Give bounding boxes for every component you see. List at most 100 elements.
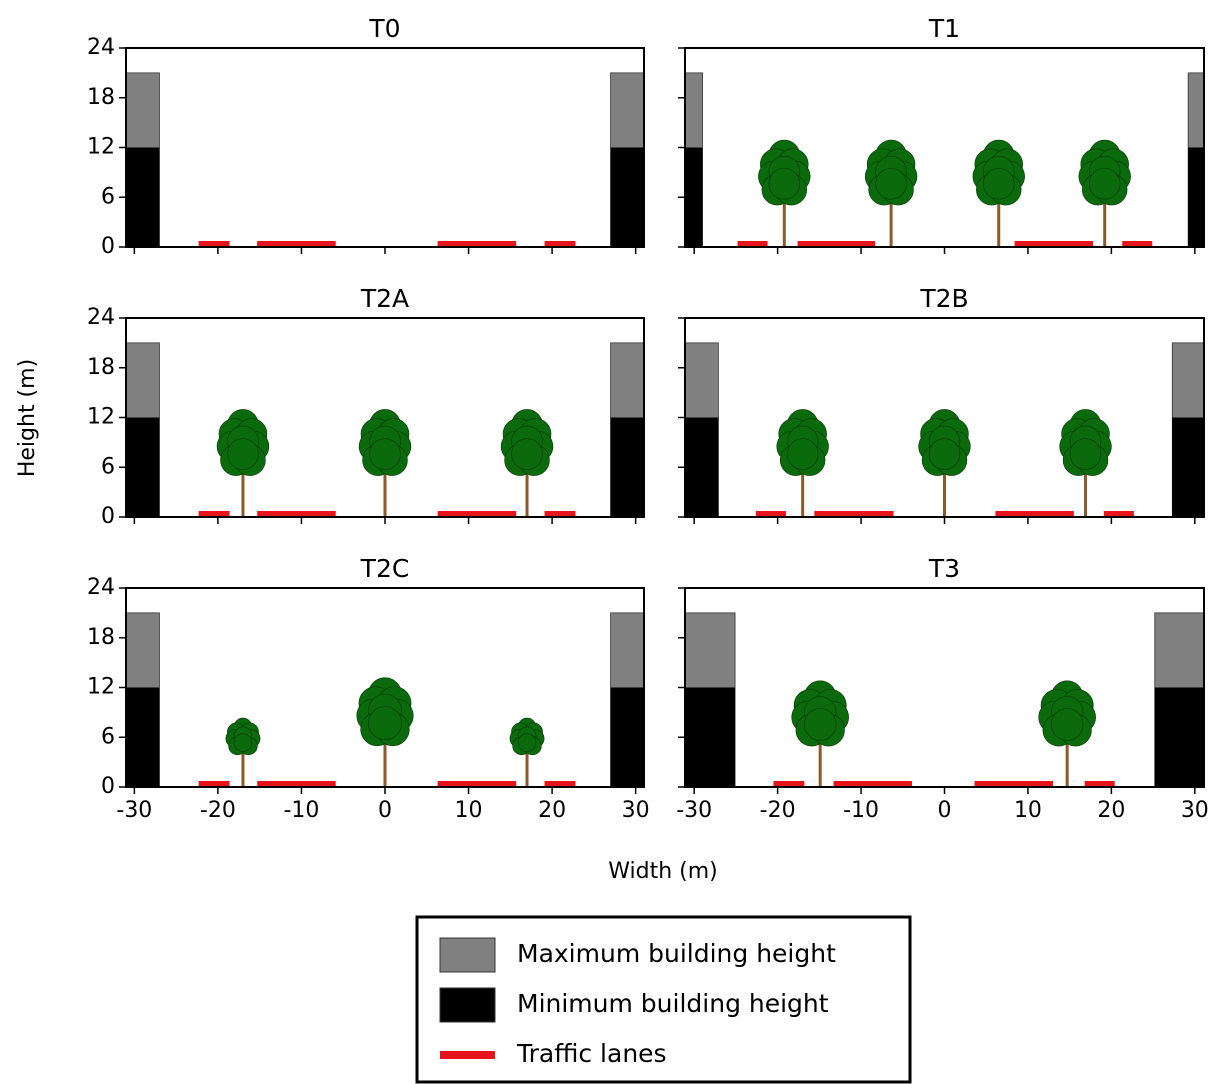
building-min	[1188, 147, 1204, 247]
tree-crown	[776, 409, 829, 476]
traffic-lane	[198, 781, 230, 787]
crown-puff	[1069, 438, 1102, 470]
legend-label: Traffic lanes	[516, 1039, 667, 1068]
tree-crown	[509, 717, 545, 756]
x-tick-label: 10	[1014, 798, 1042, 823]
tree-crown	[972, 139, 1025, 206]
traffic-lane	[257, 781, 336, 787]
y-tick-label: 18	[87, 355, 115, 380]
tree-crown	[358, 409, 412, 476]
tree-crown	[356, 677, 414, 747]
y-tick-label: 18	[87, 625, 115, 650]
legend-label: Maximum building height	[517, 939, 836, 968]
crown-puff	[875, 168, 907, 200]
tree-crown	[216, 409, 270, 476]
x-tick-label: 30	[1181, 798, 1209, 823]
traffic-lane	[198, 511, 230, 517]
traffic-lane	[814, 511, 894, 517]
x-tick-label: 20	[1097, 798, 1125, 823]
traffic-lane	[544, 511, 576, 517]
x-tick-label: 0	[378, 798, 392, 823]
traffic-lane	[437, 511, 517, 517]
crown-puff	[928, 438, 961, 470]
tree-crown	[791, 680, 849, 747]
legend-swatch	[439, 987, 496, 1023]
crown-puff	[517, 733, 537, 752]
y-tick-label: 12	[87, 405, 115, 430]
crown-puff	[1088, 168, 1121, 200]
y-tick-label: 6	[101, 454, 115, 479]
traffic-lane	[1103, 511, 1134, 517]
x-tick-label: -10	[283, 798, 319, 823]
x-tick-label: 10	[455, 798, 483, 823]
x-tick-label: -20	[200, 798, 236, 823]
building-min	[126, 147, 160, 247]
tree-crown	[758, 139, 811, 206]
traffic-lane	[797, 241, 876, 247]
building-min	[610, 147, 644, 247]
building-min	[685, 147, 703, 247]
crown-puff	[786, 438, 819, 470]
tree-crown	[918, 409, 971, 476]
tree-crown	[225, 717, 261, 756]
axes-frame	[684, 587, 1205, 788]
panel-title: T0	[368, 14, 400, 43]
y-tick-label: 6	[101, 724, 115, 749]
axes-frame	[125, 47, 645, 248]
building-min	[1154, 687, 1204, 787]
legend-swatch	[439, 937, 496, 973]
crown-puff	[368, 706, 402, 741]
building-min	[685, 417, 719, 517]
panel-title: T2A	[360, 284, 409, 313]
x-tick-label: 30	[622, 798, 650, 823]
x-axis-label: Width (m)	[608, 859, 718, 884]
crown-puff	[1050, 708, 1084, 741]
y-axis-label: Height (m)	[15, 359, 40, 477]
x-tick-label: -20	[760, 798, 796, 823]
legend-label: Minimum building height	[517, 989, 829, 1018]
y-tick-label: 12	[87, 135, 115, 160]
y-tick-label: 12	[87, 675, 115, 700]
traffic-lane	[773, 781, 805, 787]
y-tick-label: 0	[101, 504, 115, 529]
traffic-lane	[755, 511, 786, 517]
traffic-lane	[257, 241, 336, 247]
x-tick-label: -30	[676, 798, 712, 823]
panel-title: T1	[928, 14, 960, 43]
tree-crown	[864, 139, 918, 206]
y-tick-label: 24	[87, 305, 115, 330]
building-min	[610, 417, 644, 517]
traffic-lane	[833, 781, 912, 787]
x-tick-label: 20	[538, 798, 566, 823]
tree-crown	[1038, 680, 1096, 747]
tree-crown	[1078, 139, 1131, 206]
building-min	[126, 687, 160, 787]
traffic-lane	[995, 511, 1074, 517]
traffic-lane	[544, 781, 576, 787]
crown-puff	[983, 168, 1015, 200]
y-tick-label: 6	[101, 184, 115, 209]
traffic-lane	[974, 781, 1053, 787]
traffic-lane	[544, 241, 576, 247]
traffic-lane	[1014, 241, 1094, 247]
panel-title: T2C	[360, 554, 410, 583]
y-tick-label: 24	[87, 35, 115, 60]
building-min	[1172, 417, 1204, 517]
traffic-lane	[198, 241, 230, 247]
crown-puff	[511, 438, 543, 470]
y-tick-label: 0	[101, 234, 115, 259]
traffic-lane	[257, 511, 336, 517]
traffic-lane	[437, 241, 517, 247]
crown-puff	[233, 733, 253, 752]
crown-puff	[369, 438, 401, 470]
y-tick-label: 24	[87, 575, 115, 600]
x-tick-label: 0	[938, 798, 952, 823]
tree-crown	[1059, 409, 1112, 476]
tree-crown	[500, 409, 554, 476]
panel-title: T3	[928, 554, 960, 583]
building-min	[610, 687, 644, 787]
x-tick-label: -30	[116, 798, 152, 823]
traffic-lane	[737, 241, 768, 247]
axes-frame	[684, 47, 1205, 248]
